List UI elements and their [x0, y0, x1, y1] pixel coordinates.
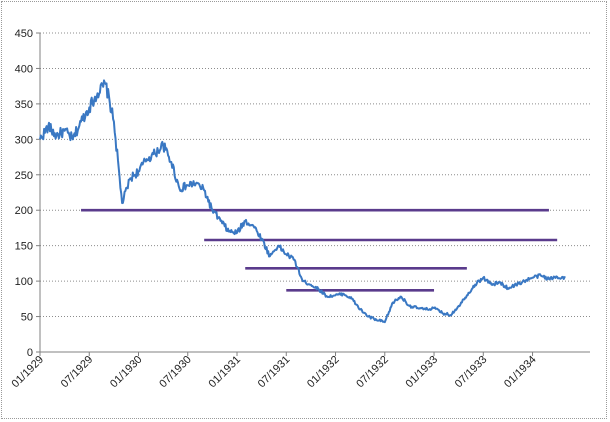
- y-axis-ticks: 0 50 100 150 200 250 300 350 400 450: [15, 28, 40, 359]
- x-tick-label: 07/1929: [59, 354, 96, 391]
- y-tick-label: 50: [21, 312, 33, 324]
- x-tick-label: 01/1932: [305, 354, 342, 391]
- y-tick-label: 0: [27, 347, 33, 359]
- y-tick-label: 250: [15, 170, 33, 182]
- series-line-1: [39, 79, 566, 324]
- y-tick-label: 300: [15, 134, 33, 146]
- y-tick-label: 200: [15, 205, 33, 217]
- y-tick-label: 150: [15, 241, 33, 253]
- x-tick-label: 01/1933: [404, 354, 441, 391]
- y-tick-label: 350: [15, 99, 33, 111]
- gridlines: [40, 32, 590, 318]
- y-tick-label: 450: [15, 28, 33, 40]
- series-layer: [39, 79, 566, 324]
- x-tick-label: 01/1930: [108, 354, 145, 391]
- x-tick-label: 07/1931: [256, 354, 293, 391]
- x-tick-label: 07/1932: [354, 354, 391, 391]
- x-tick-label: 07/1930: [157, 354, 194, 391]
- x-tick-label: 07/1933: [453, 354, 490, 391]
- x-axis-ticks: 01/1929 07/1929 01/1930 07/1930 01/1931 07/19…: [10, 352, 539, 390]
- x-tick-label: 01/1929: [10, 354, 47, 391]
- y-tick-label: 100: [15, 276, 33, 288]
- reference-lines: [81, 208, 558, 292]
- axes: [39, 33, 590, 353]
- y-tick-label: 400: [15, 63, 33, 75]
- x-tick-label: 01/1934: [502, 354, 539, 391]
- x-tick-label: 01/1931: [207, 354, 244, 391]
